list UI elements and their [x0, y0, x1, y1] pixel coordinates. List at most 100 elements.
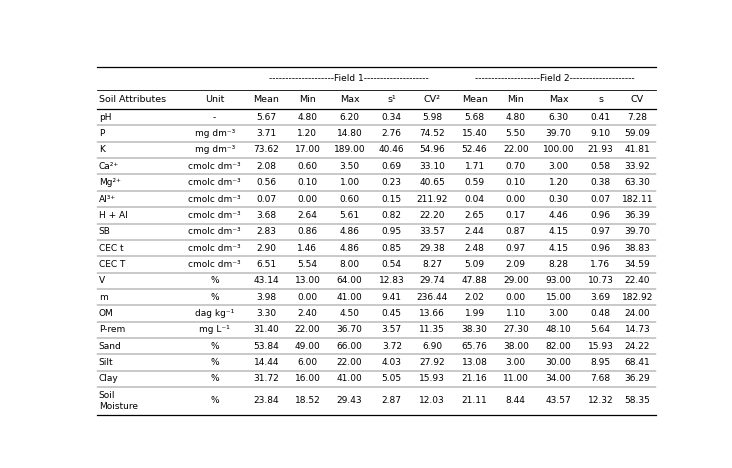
Text: 0.07: 0.07 — [256, 195, 276, 204]
Text: cmolᴄ dm⁻³: cmolᴄ dm⁻³ — [188, 260, 241, 269]
Text: 0.30: 0.30 — [548, 195, 569, 204]
Text: 2.83: 2.83 — [256, 227, 276, 236]
Text: 4.46: 4.46 — [549, 211, 569, 220]
Text: 38.83: 38.83 — [624, 243, 651, 253]
Text: Mean: Mean — [462, 95, 488, 104]
Text: 36.70: 36.70 — [337, 325, 362, 334]
Text: 0.38: 0.38 — [591, 178, 610, 187]
Text: 3.57: 3.57 — [382, 325, 402, 334]
Text: 2.48: 2.48 — [465, 243, 485, 253]
Text: 53.84: 53.84 — [253, 342, 279, 351]
Text: 4.03: 4.03 — [382, 358, 402, 367]
Text: 1.20: 1.20 — [548, 178, 569, 187]
Text: 0.54: 0.54 — [382, 260, 402, 269]
Text: 43.57: 43.57 — [546, 396, 572, 405]
Text: 15.93: 15.93 — [419, 374, 445, 383]
Text: 211.92: 211.92 — [417, 195, 448, 204]
Text: s: s — [598, 95, 603, 104]
Text: 0.96: 0.96 — [591, 211, 610, 220]
Text: 41.81: 41.81 — [624, 146, 650, 154]
Text: 38.30: 38.30 — [462, 325, 488, 334]
Text: Max: Max — [340, 95, 359, 104]
Text: 22.20: 22.20 — [419, 211, 445, 220]
Text: 0.59: 0.59 — [465, 178, 485, 187]
Text: 0.45: 0.45 — [382, 309, 402, 318]
Text: 27.30: 27.30 — [503, 325, 529, 334]
Text: 29.43: 29.43 — [337, 396, 362, 405]
Text: 0.41: 0.41 — [591, 113, 610, 122]
Text: 33.92: 33.92 — [624, 162, 650, 171]
Text: 66.00: 66.00 — [337, 342, 362, 351]
Text: Max: Max — [549, 95, 569, 104]
Text: 0.86: 0.86 — [297, 227, 318, 236]
Text: 9.10: 9.10 — [591, 129, 610, 138]
Text: 21.11: 21.11 — [462, 396, 488, 405]
Text: 5.68: 5.68 — [465, 113, 485, 122]
Text: 34.00: 34.00 — [546, 374, 572, 383]
Text: 14.73: 14.73 — [624, 325, 650, 334]
Text: 0.00: 0.00 — [506, 195, 526, 204]
Text: 4.50: 4.50 — [340, 309, 359, 318]
Text: 2.87: 2.87 — [382, 396, 402, 405]
Text: 0.69: 0.69 — [382, 162, 402, 171]
Text: 15.00: 15.00 — [545, 292, 572, 301]
Text: Soil Attributes: Soil Attributes — [100, 95, 167, 104]
Text: 1.46: 1.46 — [297, 243, 318, 253]
Text: pH: pH — [99, 113, 111, 122]
Text: 2.08: 2.08 — [256, 162, 276, 171]
Text: 4.15: 4.15 — [548, 227, 569, 236]
Text: 18.52: 18.52 — [294, 396, 321, 405]
Text: 15.40: 15.40 — [462, 129, 488, 138]
Text: H + Al: H + Al — [99, 211, 127, 220]
Text: 0.56: 0.56 — [256, 178, 276, 187]
Text: 54.96: 54.96 — [419, 146, 445, 154]
Text: 64.00: 64.00 — [337, 276, 362, 285]
Text: 22.00: 22.00 — [503, 146, 529, 154]
Text: 43.14: 43.14 — [253, 276, 279, 285]
Text: 3.68: 3.68 — [256, 211, 276, 220]
Text: 24.00: 24.00 — [624, 309, 650, 318]
Text: 0.87: 0.87 — [506, 227, 526, 236]
Text: cmolᴄ dm⁻³: cmolᴄ dm⁻³ — [188, 243, 241, 253]
Text: 6.90: 6.90 — [422, 342, 442, 351]
Text: 12.32: 12.32 — [588, 396, 613, 405]
Text: Soil
Moisture: Soil Moisture — [99, 391, 138, 410]
Text: 63.30: 63.30 — [624, 178, 651, 187]
Text: 23.84: 23.84 — [253, 396, 279, 405]
Text: 13.00: 13.00 — [294, 276, 321, 285]
Text: 29.74: 29.74 — [419, 276, 445, 285]
Text: cmolᴄ dm⁻³: cmolᴄ dm⁻³ — [188, 195, 241, 204]
Text: %: % — [210, 342, 219, 351]
Text: 3.71: 3.71 — [256, 129, 276, 138]
Text: 14.80: 14.80 — [337, 129, 362, 138]
Text: 3.69: 3.69 — [591, 292, 610, 301]
Text: Silt: Silt — [99, 358, 113, 367]
Text: 12.03: 12.03 — [419, 396, 445, 405]
Text: mg dm⁻³: mg dm⁻³ — [195, 146, 235, 154]
Text: 0.60: 0.60 — [297, 162, 318, 171]
Text: 22.00: 22.00 — [295, 325, 321, 334]
Text: 1.99: 1.99 — [465, 309, 485, 318]
Text: 2.02: 2.02 — [465, 292, 485, 301]
Text: OM: OM — [99, 309, 113, 318]
Text: 0.10: 0.10 — [297, 178, 318, 187]
Text: -: - — [213, 113, 216, 122]
Text: 0.97: 0.97 — [506, 243, 526, 253]
Text: 2.90: 2.90 — [256, 243, 276, 253]
Text: 29.38: 29.38 — [419, 243, 445, 253]
Text: 8.28: 8.28 — [548, 260, 569, 269]
Text: 48.10: 48.10 — [546, 325, 572, 334]
Text: 3.50: 3.50 — [340, 162, 359, 171]
Text: 21.93: 21.93 — [588, 146, 613, 154]
Text: 3.98: 3.98 — [256, 292, 276, 301]
Text: 41.00: 41.00 — [337, 374, 362, 383]
Text: 2.76: 2.76 — [382, 129, 402, 138]
Text: 0.04: 0.04 — [465, 195, 485, 204]
Text: 1.10: 1.10 — [506, 309, 526, 318]
Text: 5.09: 5.09 — [465, 260, 485, 269]
Text: 31.72: 31.72 — [253, 374, 279, 383]
Text: Clay: Clay — [99, 374, 119, 383]
Text: 52.46: 52.46 — [462, 146, 488, 154]
Text: 0.15: 0.15 — [382, 195, 402, 204]
Text: %: % — [210, 374, 219, 383]
